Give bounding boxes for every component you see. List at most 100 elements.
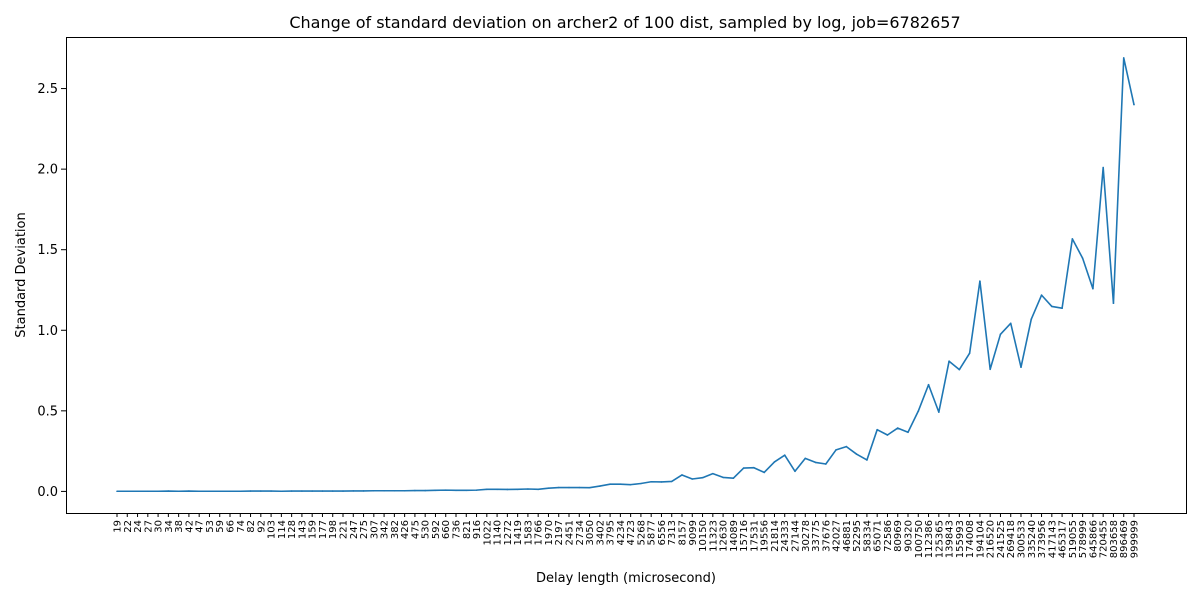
data-point <box>835 449 837 451</box>
data-point <box>486 488 488 491</box>
data-point <box>968 352 971 354</box>
data-point <box>270 490 272 492</box>
y-axis-label: Standard Deviation <box>14 212 29 337</box>
x-tick-label: 736 <box>452 520 463 539</box>
data-point <box>352 490 355 492</box>
x-tick-label: 578999 <box>1078 520 1089 558</box>
x-tick-label: 143 <box>297 520 308 539</box>
x-tick-label: 803658 <box>1109 520 1120 558</box>
data-point <box>691 478 694 480</box>
x-tick-label: 11323 <box>708 520 719 552</box>
data-point <box>681 474 683 476</box>
data-point <box>1133 103 1135 106</box>
x-tick-label: 592 <box>431 520 442 539</box>
x-axis: 19 22 24 27 30 34 38 42 47 53 59 66 74 82 92 103 114 128 1… <box>113 513 1141 558</box>
x-tick-label: 58334 <box>862 520 873 552</box>
chart-title: Change of standard deviation on archer2 … <box>289 13 960 32</box>
x-tick-label: 660 <box>441 520 452 539</box>
data-point <box>948 360 950 363</box>
data-point <box>1102 166 1104 169</box>
data-point <box>712 472 714 475</box>
data-point <box>331 490 334 492</box>
data-point <box>1009 322 1012 325</box>
data-points <box>116 57 1135 493</box>
data-point <box>249 490 252 492</box>
data-point <box>701 476 704 479</box>
data-point <box>732 477 735 479</box>
x-tick-label: 59 <box>215 520 226 533</box>
data-point <box>516 488 519 491</box>
data-point <box>208 490 211 493</box>
data-point <box>989 368 991 371</box>
x-tick-label: 247 <box>349 520 360 539</box>
data-point <box>619 483 622 485</box>
x-tick-label: 275 <box>359 520 370 539</box>
x-tick-label: 30 <box>154 520 165 533</box>
x-tick-label: 53 <box>205 520 216 533</box>
data-point <box>373 489 375 492</box>
x-tick-label: 19 <box>113 520 124 533</box>
x-tick-label: 8157 <box>678 520 689 545</box>
x-tick-label: 10150 <box>698 520 709 552</box>
x-tick-label: 33775 <box>811 520 822 552</box>
x-tick-label: 9099 <box>688 520 699 545</box>
data-point <box>794 470 796 473</box>
x-tick-label: 3795 <box>606 520 617 545</box>
data-point <box>465 489 468 492</box>
data-point <box>845 445 848 448</box>
x-axis-label: Delay length (microsecond) <box>536 571 716 586</box>
data-point <box>609 483 611 485</box>
x-tick-label: 5877 <box>647 520 658 545</box>
data-point <box>301 490 303 492</box>
x-tick-label: 42 <box>184 520 195 533</box>
data-point <box>670 480 673 483</box>
data-point <box>167 490 170 492</box>
data-point <box>218 490 221 493</box>
x-tick-label: 82 <box>246 520 257 533</box>
x-tick-label: 52295 <box>852 520 863 552</box>
x-tick-label: 125365 <box>934 520 945 558</box>
x-tick-label: 645866 <box>1088 520 1099 558</box>
data-point <box>547 487 550 489</box>
data-point <box>198 490 200 493</box>
x-tick-label: 80969 <box>893 520 904 552</box>
data-point <box>126 490 129 493</box>
data-point <box>896 427 899 429</box>
data-point <box>1020 366 1022 368</box>
data-point <box>722 476 724 479</box>
x-tick-label: 139843 <box>945 520 956 558</box>
data-point <box>1051 305 1053 308</box>
x-tick-label: 1419 <box>513 520 524 545</box>
x-tick-label: 34 <box>164 520 175 533</box>
x-tick-label: 530 <box>421 520 432 539</box>
x-tick-label: 66 <box>226 520 237 533</box>
data-point <box>506 488 509 491</box>
x-tick-label: 103 <box>267 520 278 539</box>
data-point <box>177 490 180 493</box>
x-tick-label: 92 <box>256 520 267 533</box>
data-point <box>783 454 786 456</box>
x-tick-label: 159 <box>308 520 319 539</box>
x-tick-label: 27 <box>143 520 154 533</box>
plot-frame <box>66 37 1187 514</box>
x-tick-label: 417143 <box>1047 520 1058 558</box>
x-tick-label: 335240 <box>1027 520 1038 558</box>
x-tick-label: 174008 <box>965 520 976 558</box>
data-point <box>393 489 396 492</box>
x-tick-label: 999999 <box>1130 520 1141 558</box>
data-point <box>455 489 457 492</box>
data-point <box>1071 238 1074 240</box>
data-point <box>424 489 426 492</box>
data-point <box>475 489 478 491</box>
x-tick-label: 27144 <box>791 520 802 552</box>
x-tick-label: 6556 <box>657 520 668 545</box>
data-point <box>1061 307 1063 309</box>
data-point <box>444 489 447 491</box>
data-point <box>280 490 283 493</box>
data-point <box>629 483 632 486</box>
x-tick-label: 37676 <box>821 520 832 552</box>
x-tick-label: 1583 <box>523 520 534 545</box>
x-tick-label: 1766 <box>534 520 545 545</box>
x-tick-label: 720455 <box>1099 520 1110 558</box>
